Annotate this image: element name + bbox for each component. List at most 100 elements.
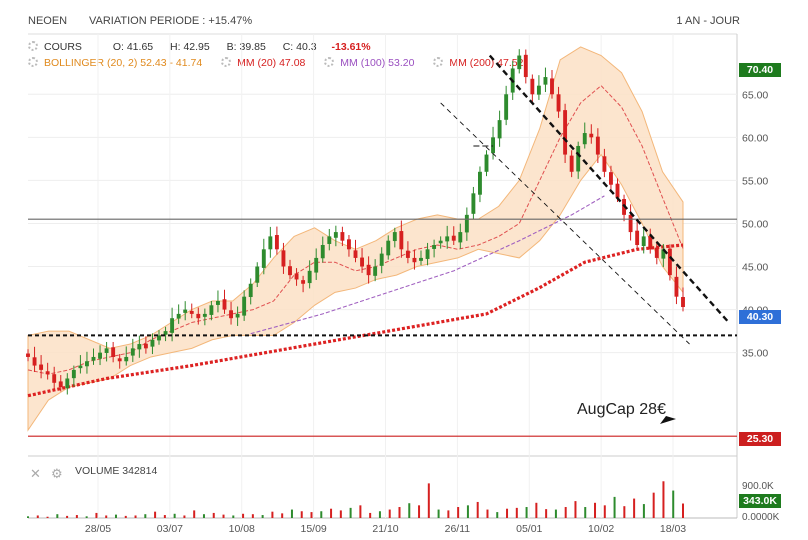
volume-bar [154,511,157,518]
volume-bar [163,515,166,518]
volume-bar [682,503,684,518]
candle-body [242,296,247,316]
candle-body [432,245,437,249]
candle-body [504,94,509,120]
candle-body [615,183,620,198]
arrow-icon [660,416,676,424]
volume-bar [603,505,606,518]
candle-body [667,248,672,276]
candle-body [550,78,554,95]
candle-body [438,240,443,244]
candle-body [32,357,37,366]
gear-icon[interactable]: ⚙ [51,467,63,482]
candle-body [196,313,201,319]
candle-body [85,361,89,367]
candle-body [556,94,561,112]
x-tick-label: 18/03 [660,523,686,535]
candle-body [176,313,181,319]
volume-bar [114,514,117,518]
candle-body [157,335,161,341]
volume-bar [584,507,587,518]
close-icon[interactable]: ✕ [30,467,41,482]
chart-header: NEOEN VARIATION PERIODE : +15.47% 1 AN -… [0,0,808,34]
gear-icon[interactable] [433,57,444,67]
candle-body [491,137,495,154]
candle-body [137,344,142,350]
candle-body [628,214,633,233]
candle-body [320,245,325,259]
candle-body [111,347,116,357]
bollinger-band [27,46,684,432]
volume-bar [46,516,49,518]
level-lines [28,54,737,437]
candle-body [294,273,299,280]
candle-body [333,232,338,238]
volume-bar [261,515,264,518]
change-value: -13.61% [331,41,371,53]
candle-body [595,136,600,155]
volume-tag-last: 343.0K [739,494,781,508]
candle-body [222,299,227,310]
candle-body [274,235,279,250]
candle-body [451,235,456,241]
period-selector[interactable]: 1 AN - JOUR [676,15,740,27]
volume-bar [652,492,655,518]
volume-bars [27,481,684,518]
candle-body [582,133,587,145]
candle-body [104,348,109,353]
candle-body [301,280,306,284]
candle-body [425,249,430,259]
volume-bar [310,512,313,518]
candle-body [216,300,220,305]
bollinger-legend: BOLLINGER (20, 2) 52.43 - 41.74 [44,57,203,69]
candle-body [661,249,666,259]
candle-body [91,356,96,361]
volume-bar [623,506,626,518]
candle-body [170,318,175,333]
candle-body [183,309,188,313]
x-tick-label: 21/10 [372,523,398,535]
legend-price-row: COURS O: 41.65 H: 42.95 B: 39.85 C: 40.3… [28,41,377,53]
volume-bar [85,516,88,518]
price-tag-low: 25.30 [739,432,781,446]
gear-icon[interactable] [324,57,335,67]
candle-body [261,249,266,268]
price-tag-high: 70.40 [739,63,781,77]
gear-icon[interactable] [28,41,38,51]
candle-body [288,266,292,276]
candle-body [609,172,613,185]
candle-body [281,250,286,267]
candle-body [523,54,528,78]
volume-bar [545,509,548,518]
volume-bar [398,507,401,518]
volume-bar [95,512,98,518]
mm20-legend: MM (20) 47.08 [237,57,306,69]
candle-body [517,55,522,70]
volume-bar [466,505,469,518]
low-value: B: 39.85 [226,41,266,53]
volume-bar [564,507,567,518]
close-value: C: 40.3 [282,41,317,53]
candle-body [124,356,129,362]
volume-bar [27,516,29,518]
gear-icon[interactable] [221,57,232,67]
volume-bar [242,513,245,518]
candle-body [189,310,194,314]
volume-bar [144,514,147,518]
candle-body [543,77,548,85]
volume-bar [339,510,342,518]
candle-body [674,276,679,297]
volume-bar [388,509,391,518]
candle-body [484,154,489,172]
volume-bar [574,501,577,518]
volume-bar [378,511,381,518]
candle-body [641,236,646,247]
gear-icon[interactable] [28,57,38,67]
candle-body [464,214,469,233]
candle-body [202,313,207,317]
y-tick-label: 50.00 [742,218,768,230]
candle-body [353,250,358,258]
candle-body [268,236,273,250]
volume-bar [330,508,333,518]
